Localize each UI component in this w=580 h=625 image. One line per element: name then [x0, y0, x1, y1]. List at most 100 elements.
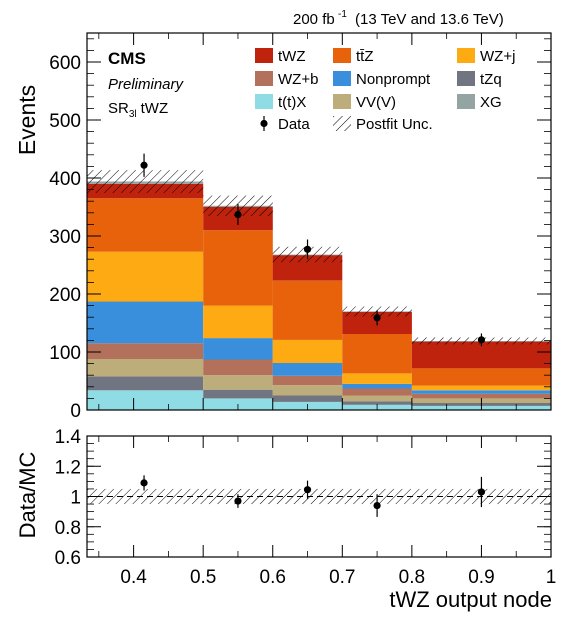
- bar-ttZ-4: [411, 368, 551, 386]
- legend-swatch-VVV: [333, 94, 351, 109]
- bar-ttZ-3: [342, 334, 412, 374]
- data-point-4: [477, 336, 486, 344]
- main-y-tick-label-4: 400: [49, 169, 81, 190]
- stacked-bars: [87, 181, 551, 410]
- ratio-point-2: [303, 486, 312, 494]
- legend-label-XG: XG: [480, 94, 502, 111]
- main-y-tick-label-5: 500: [49, 111, 81, 132]
- main-y-tick-label-1: 100: [49, 343, 81, 364]
- bar-ttZ-2: [272, 280, 343, 340]
- status-label: Preliminary: [108, 76, 185, 93]
- bar-Nonprompt-3: [342, 383, 412, 389]
- bar-ttZ-0: [87, 198, 204, 252]
- bar-WZb-2: [272, 375, 343, 386]
- bar-VVV-2: [272, 385, 343, 396]
- legend-label-Nonprompt: Nonprompt: [356, 71, 431, 88]
- legend-swatch-XG: [457, 94, 475, 109]
- bar-ttZ-1: [203, 230, 273, 306]
- main-y-tick-label-6: 600: [49, 53, 81, 74]
- experiment-label: CMS: [108, 49, 146, 68]
- ratio-x-tick-label-5: 0.9: [468, 567, 494, 588]
- bar-Nonprompt-2: [272, 363, 343, 376]
- main-panel: 0 100 200 300 400 500 600: [49, 32, 552, 422]
- bar-WZb-4: [411, 393, 551, 399]
- legend-swatch-WZb: [255, 71, 273, 86]
- bar-VVV-3: [342, 395, 412, 402]
- main-y-tick-label-2: 200: [49, 285, 81, 306]
- bar-VVV-0: [87, 359, 204, 377]
- bar-WZb-3: [342, 388, 412, 396]
- lumi-exponent: -1: [338, 9, 347, 20]
- bar-Nonprompt-1: [203, 338, 273, 360]
- ratio-panel: 0.6 0.8 1 1.2 1.4 0.4 0.5 0.6 0.7 0.8 0.9 1: [55, 427, 557, 588]
- region-main: SR: [108, 100, 129, 117]
- ratio-x-tick-label-2: 0.6: [260, 567, 286, 588]
- legend-swatch-Nonprompt: [333, 71, 351, 86]
- ratio-point-3: [373, 501, 381, 510]
- ratio-y-axis-title: Data/MC: [15, 451, 40, 538]
- ratio-point-4: [477, 488, 486, 496]
- ratio-point-1: [234, 497, 242, 505]
- legend-label-uncertainty: Postfit Unc.: [356, 116, 433, 133]
- main-axes: 0 100 200 300 400 500 600: [49, 32, 552, 422]
- data-point-0: [140, 161, 148, 169]
- region-suffix: tWZ: [141, 100, 169, 117]
- ratio-x-tick-label-4: 0.8: [399, 567, 425, 588]
- legend-label-data: Data: [278, 116, 310, 133]
- legend-label-VVV: VV(V): [356, 94, 396, 111]
- data-points: [140, 153, 486, 347]
- main-y-tick-label-3: 300: [49, 227, 81, 248]
- legend: tWZ tt̄Z WZ+j WZ+b Nonprompt tZq t(t)X VV(V) XG D…: [255, 48, 515, 133]
- ratio-x-tick-label-6: 1: [546, 567, 557, 588]
- main-y-axis-title: Events: [14, 85, 40, 155]
- legend-swatch-ttZ: [333, 48, 351, 63]
- legend-label-ttX: t(t)X: [278, 94, 306, 111]
- ratio-points: [140, 475, 486, 517]
- bar-VVV-1: [203, 375, 273, 390]
- legend-label-tZq: tZq: [480, 71, 502, 88]
- bar-WZj-2: [272, 339, 343, 363]
- legend-label-WZj: WZ+j: [480, 48, 515, 65]
- legend-label-tWZ: tWZ: [278, 48, 306, 65]
- main-frame: [86, 32, 552, 411]
- uncertainty-band-0: [87, 170, 204, 193]
- ratio-y-tick-label-1: 0.8: [55, 518, 81, 539]
- bar-WZb-1: [203, 359, 273, 376]
- legend-swatch-tZq: [457, 71, 475, 86]
- bar-Nonprompt-0: [87, 301, 204, 344]
- bar-WZb-0: [87, 343, 204, 359]
- bar-tZq-3: [342, 401, 412, 405]
- energy-label: (13 TeV and 13.6 TeV): [355, 11, 504, 28]
- region-label: SR3l tWZ: [108, 100, 168, 120]
- legend-data-marker: [260, 119, 268, 128]
- data-point-1: [234, 210, 242, 219]
- legend-label-ttZ: tt̄Z: [356, 48, 374, 65]
- bar-tZq-0: [87, 376, 204, 391]
- lumi-label: 200 fb: [293, 11, 335, 28]
- data-point-2: [303, 245, 312, 253]
- bar-WZj-3: [342, 373, 412, 384]
- ratio-x-tick-label-1: 0.5: [190, 567, 216, 588]
- legend-swatch-uncertainty: [333, 116, 351, 131]
- bar-tZq-1: [203, 389, 273, 399]
- ratio-axes: 0.6 0.8 1 1.2 1.4 0.4 0.5 0.6 0.7 0.8 0.9 1: [55, 427, 557, 588]
- bar-WZj-4: [411, 385, 551, 391]
- bar-ttX-0: [87, 390, 204, 410]
- bar-Nonprompt-4: [411, 390, 551, 394]
- legend-swatch-ttX: [255, 94, 273, 109]
- x-axis-title: tWZ output node: [389, 587, 552, 612]
- ratio-y-tick-label-3: 1.2: [55, 457, 81, 478]
- ratio-x-tick-label-0: 0.4: [120, 567, 147, 588]
- ratio-point-0: [140, 479, 148, 487]
- ratio-y-tick-label-2: 1: [70, 488, 81, 509]
- ratio-x-tick-label-3: 0.7: [329, 567, 355, 588]
- legend-label-WZb: WZ+b: [278, 71, 318, 88]
- bar-WZj-1: [203, 305, 273, 339]
- legend-swatch-tWZ: [255, 48, 273, 63]
- ratio-y-tick-label-0: 0.6: [55, 548, 81, 569]
- region-sub: 3l: [129, 109, 137, 120]
- ratio-uncertainty-band: [87, 488, 551, 505]
- ratio-y-tick-label-4: 1.4: [55, 427, 82, 448]
- bar-WZj-0: [87, 251, 204, 302]
